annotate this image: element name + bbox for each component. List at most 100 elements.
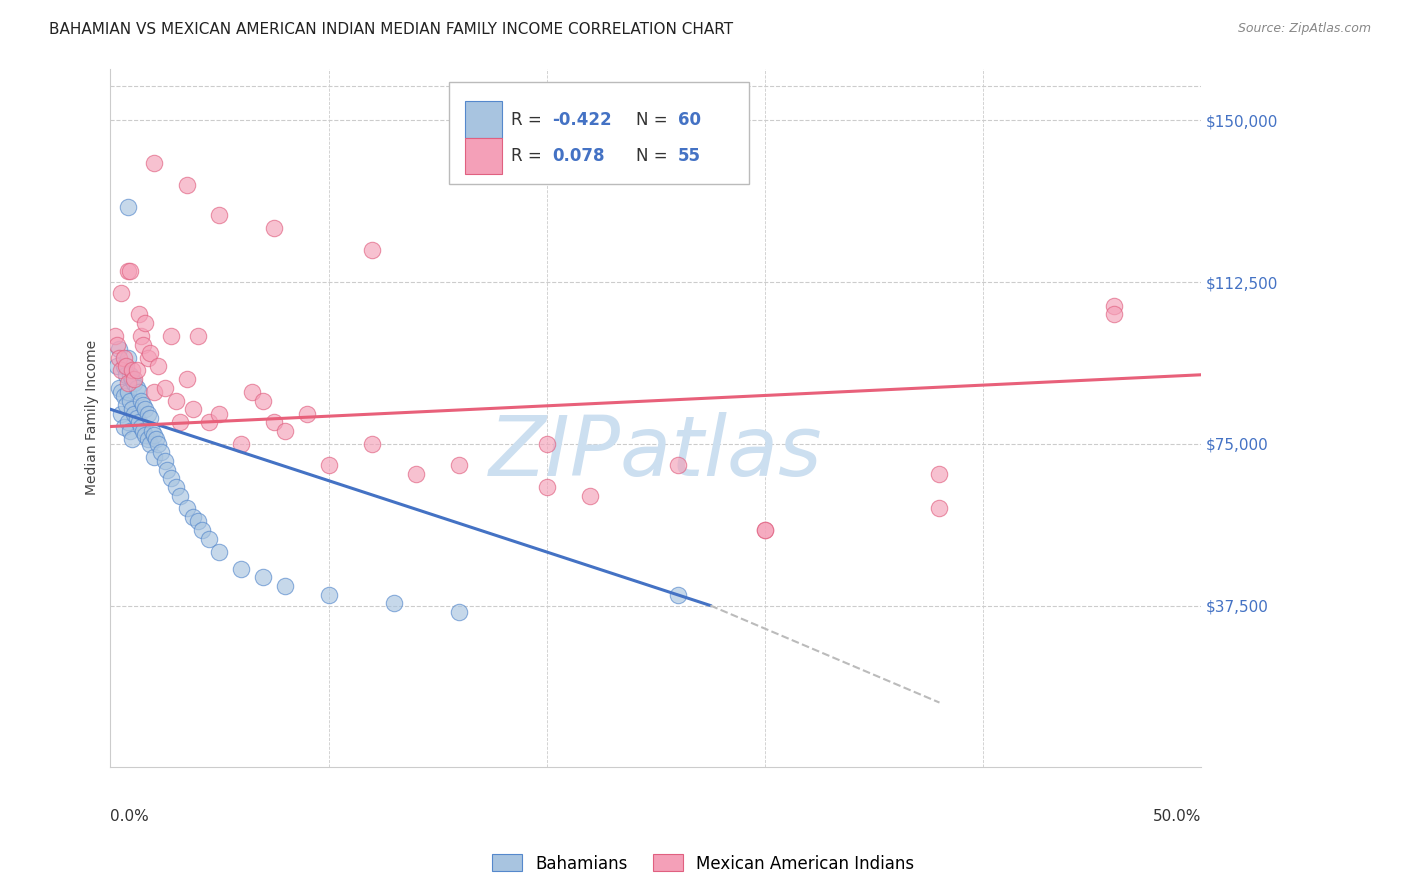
Point bbox=[666, 588, 689, 602]
Point bbox=[579, 489, 602, 503]
Point bbox=[231, 437, 253, 451]
Point bbox=[138, 437, 160, 451]
Point bbox=[928, 467, 950, 481]
Point bbox=[110, 407, 132, 421]
Point bbox=[128, 307, 150, 321]
Point bbox=[124, 376, 146, 391]
Point bbox=[143, 384, 166, 399]
Point bbox=[148, 437, 170, 451]
Text: 60: 60 bbox=[678, 111, 700, 128]
Text: N =: N = bbox=[636, 111, 673, 128]
Text: BAHAMIAN VS MEXICAN AMERICAN INDIAN MEDIAN FAMILY INCOME CORRELATION CHART: BAHAMIAN VS MEXICAN AMERICAN INDIAN MEDI… bbox=[49, 22, 734, 37]
Point bbox=[141, 424, 163, 438]
Point bbox=[148, 359, 170, 373]
Point bbox=[165, 393, 187, 408]
Point bbox=[149, 445, 172, 459]
Point bbox=[108, 351, 131, 365]
Point bbox=[105, 337, 128, 351]
Point bbox=[124, 407, 146, 421]
Point bbox=[143, 156, 166, 170]
Point bbox=[129, 419, 152, 434]
Point bbox=[114, 398, 136, 412]
Point bbox=[110, 285, 132, 300]
Point bbox=[132, 337, 155, 351]
Text: ZIPatlas: ZIPatlas bbox=[489, 412, 823, 493]
Point bbox=[138, 410, 160, 425]
Point bbox=[143, 450, 166, 464]
Point bbox=[121, 402, 143, 417]
Point bbox=[125, 381, 148, 395]
FancyBboxPatch shape bbox=[465, 137, 502, 174]
Point bbox=[138, 346, 160, 360]
Text: 0.078: 0.078 bbox=[553, 147, 605, 165]
FancyBboxPatch shape bbox=[449, 82, 748, 184]
Point bbox=[117, 376, 139, 391]
Point bbox=[112, 351, 135, 365]
Point bbox=[231, 562, 253, 576]
Point bbox=[176, 501, 198, 516]
Point bbox=[208, 544, 231, 558]
Point bbox=[118, 368, 141, 382]
Point bbox=[129, 393, 152, 408]
Point bbox=[105, 359, 128, 373]
Point bbox=[121, 433, 143, 447]
Point bbox=[143, 428, 166, 442]
Point bbox=[754, 523, 776, 537]
Point bbox=[252, 570, 274, 584]
Point bbox=[110, 384, 132, 399]
Point bbox=[117, 384, 139, 399]
Point bbox=[361, 437, 384, 451]
Point bbox=[134, 316, 156, 330]
Point bbox=[295, 407, 318, 421]
Point bbox=[208, 208, 231, 222]
FancyBboxPatch shape bbox=[465, 102, 502, 137]
Point bbox=[112, 389, 135, 403]
Point bbox=[318, 588, 340, 602]
Text: N =: N = bbox=[636, 147, 673, 165]
Point bbox=[165, 480, 187, 494]
Point bbox=[208, 407, 231, 421]
Text: 0.0%: 0.0% bbox=[111, 809, 149, 824]
Point bbox=[118, 393, 141, 408]
Point bbox=[125, 363, 148, 377]
Point bbox=[382, 596, 405, 610]
Point bbox=[405, 467, 427, 481]
Point bbox=[117, 264, 139, 278]
Point bbox=[169, 415, 191, 429]
Point bbox=[124, 372, 146, 386]
Point bbox=[263, 221, 285, 235]
Point bbox=[274, 424, 297, 438]
Text: R =: R = bbox=[510, 147, 553, 165]
Point bbox=[449, 605, 471, 619]
Point bbox=[187, 515, 209, 529]
Y-axis label: Median Family Income: Median Family Income bbox=[86, 341, 100, 495]
Point bbox=[197, 415, 219, 429]
Point bbox=[1102, 307, 1125, 321]
Point bbox=[136, 407, 159, 421]
Point bbox=[274, 579, 297, 593]
Point bbox=[114, 359, 136, 373]
Point bbox=[112, 359, 135, 373]
Point bbox=[132, 398, 155, 412]
Point bbox=[1102, 299, 1125, 313]
Point bbox=[361, 243, 384, 257]
Point bbox=[134, 402, 156, 417]
Point bbox=[754, 523, 776, 537]
Point bbox=[197, 532, 219, 546]
Text: 50.0%: 50.0% bbox=[1153, 809, 1201, 824]
Point bbox=[160, 471, 183, 485]
Point bbox=[536, 480, 558, 494]
Point bbox=[156, 463, 179, 477]
Point bbox=[108, 342, 131, 356]
Point bbox=[117, 415, 139, 429]
Point bbox=[136, 433, 159, 447]
Point bbox=[145, 433, 167, 447]
Point bbox=[108, 381, 131, 395]
Point bbox=[153, 381, 176, 395]
Text: Source: ZipAtlas.com: Source: ZipAtlas.com bbox=[1237, 22, 1371, 36]
Point bbox=[181, 402, 204, 417]
Point bbox=[117, 200, 139, 214]
Point bbox=[132, 424, 155, 438]
Point bbox=[153, 454, 176, 468]
Point bbox=[536, 437, 558, 451]
